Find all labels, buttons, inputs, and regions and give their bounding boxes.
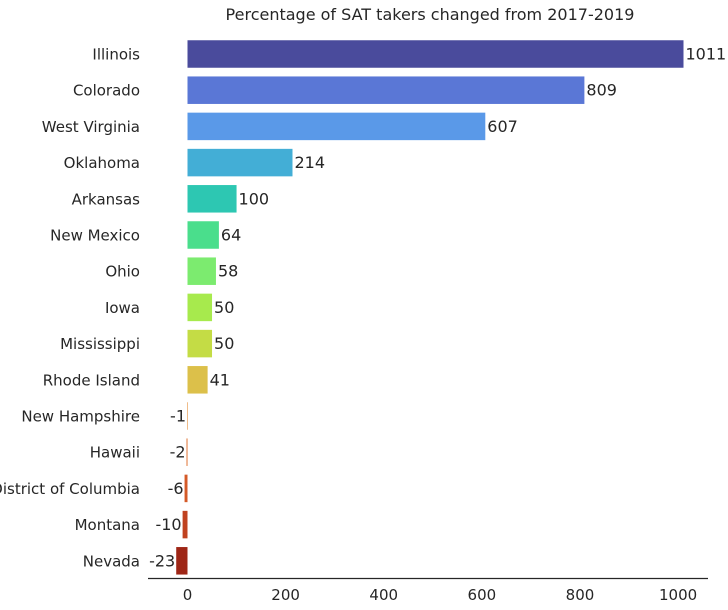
bars-group: Illinois 1011 Colorado 809 West Virginia 607 O…: [0, 40, 726, 575]
bar: [187, 366, 208, 394]
category-label: West Virginia: [42, 118, 140, 136]
category-label: Colorado: [73, 82, 140, 100]
bar: [187, 40, 684, 68]
value-label: 50: [214, 298, 234, 317]
value-label: 809: [586, 81, 617, 100]
value-label: 100: [239, 189, 270, 208]
category-label: Arkansas: [72, 190, 141, 208]
category-label: Ohio: [105, 263, 140, 281]
bar: [187, 402, 188, 430]
bar: [187, 257, 216, 285]
value-label: 1011: [685, 45, 726, 64]
x-axis: 0 200 400 600 800 1000: [148, 577, 708, 604]
value-label: 41: [210, 370, 230, 389]
value-label: -2: [170, 443, 186, 462]
category-label: Mississippi: [60, 335, 140, 353]
x-tick-label: 800: [566, 586, 595, 604]
value-label: 58: [218, 262, 238, 281]
bar: [187, 148, 293, 177]
category-label: District of Columbia: [0, 480, 140, 498]
bar: [187, 76, 585, 104]
x-tick-label: 200: [271, 586, 300, 604]
chart-title: Percentage of SAT takers changed from 20…: [226, 5, 635, 24]
bar: [182, 510, 188, 539]
value-label: 214: [294, 153, 325, 172]
bar: [176, 547, 188, 575]
bar: [187, 112, 486, 141]
bar: [186, 438, 188, 466]
category-label: New Mexico: [50, 227, 140, 245]
value-label: 607: [487, 117, 518, 136]
bar: [187, 293, 213, 322]
x-tick-label: 0: [183, 586, 193, 604]
bar: [187, 329, 213, 358]
category-label: Rhode Island: [43, 371, 140, 389]
value-label: -6: [168, 479, 184, 498]
category-label: Hawaii: [90, 444, 140, 462]
value-label: -23: [149, 551, 175, 570]
category-label: Illinois: [92, 46, 140, 64]
category-label: Montana: [75, 516, 140, 534]
value-label: -1: [170, 407, 186, 426]
category-label: New Hampshire: [21, 408, 140, 426]
value-label: 50: [214, 334, 234, 353]
value-label: 64: [221, 226, 241, 245]
value-label: -10: [155, 515, 181, 534]
bar: [187, 185, 237, 213]
bar: [187, 221, 219, 249]
x-tick-label: 400: [369, 586, 398, 604]
x-tick-label: 600: [468, 586, 497, 604]
category-label: Nevada: [83, 552, 140, 570]
category-label: Oklahoma: [64, 154, 140, 172]
x-tick-label: 1000: [659, 586, 697, 604]
bar: [184, 474, 188, 503]
category-label: Iowa: [105, 299, 140, 317]
